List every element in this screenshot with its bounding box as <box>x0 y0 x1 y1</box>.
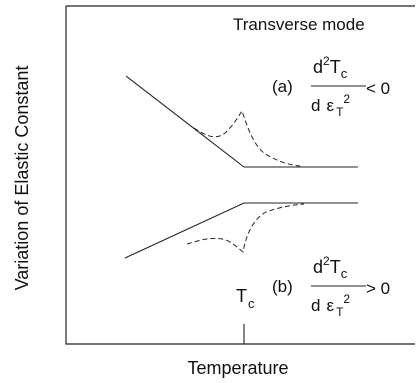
curve-a-dashed <box>193 109 301 167</box>
tc-label: T c <box>236 286 255 311</box>
svg-text:d2Tc: d2Tc <box>313 54 348 81</box>
x-axis-label: Temperature <box>187 358 288 378</box>
curve-b-dashed <box>186 203 305 253</box>
case-a-fraction: d2Tc d ε T2 < 0 <box>311 54 390 119</box>
y-axis-label: Variation of Elastic Constant <box>12 66 32 291</box>
plot-frame <box>65 5 415 345</box>
svg-text:d2Tc: d2Tc <box>313 254 348 281</box>
tc-label-sub: c <box>248 296 255 311</box>
diagram-title: Transverse mode <box>233 15 365 34</box>
curve-a-solid <box>125 75 358 168</box>
case-b-fraction: d2Tc d ε T2 > 0 <box>311 254 390 319</box>
case-a-label: (a) <box>272 77 293 96</box>
case-b-label: (b) <box>272 277 293 296</box>
case-b-relation: > 0 <box>366 279 390 298</box>
case-a-relation: < 0 <box>366 79 390 98</box>
svg-text:T: T <box>236 286 247 306</box>
curve-b-solid <box>124 202 358 259</box>
